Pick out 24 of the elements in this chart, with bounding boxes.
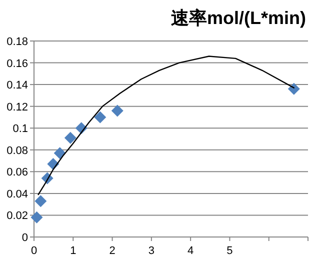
point bbox=[288, 82, 300, 95]
chart-title: 速率mol/(L*min) bbox=[171, 8, 306, 28]
point bbox=[30, 211, 43, 224]
point bbox=[94, 111, 106, 124]
y-tick-label: 0.08 bbox=[6, 144, 28, 157]
x-tick-label: 5 bbox=[226, 245, 233, 257]
y-tick-label: 0.02 bbox=[6, 210, 28, 222]
x-tick-label: 1 bbox=[70, 245, 76, 257]
point bbox=[34, 195, 47, 208]
x-tick-label: 4 bbox=[188, 245, 194, 257]
point bbox=[64, 132, 76, 144]
point bbox=[54, 147, 66, 160]
y-tick-label: 0.12 bbox=[6, 101, 28, 114]
y-tick-label: 0.18 bbox=[6, 36, 28, 48]
point bbox=[111, 104, 124, 117]
x-tick-label: 0 bbox=[30, 245, 38, 257]
x-tick-label: 3 bbox=[148, 245, 154, 257]
y-tick-label: 0.14 bbox=[6, 80, 28, 92]
y-tick-label: 0 bbox=[22, 232, 28, 244]
y-tick-label: 0.06 bbox=[6, 166, 28, 179]
y-tick-label: 0.04 bbox=[6, 188, 28, 200]
y-tick-label: 0.1 bbox=[12, 123, 28, 136]
x-tick-label: 2 bbox=[109, 245, 116, 257]
y-tick-label: 0.16 bbox=[6, 58, 28, 70]
